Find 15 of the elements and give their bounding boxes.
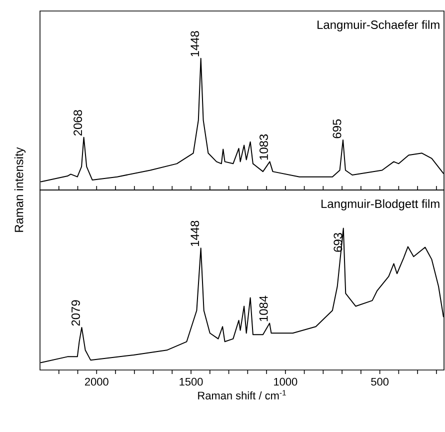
x-tick-label: 500 xyxy=(371,378,389,386)
text: Langmuir-Schaefer film xyxy=(318,20,440,32)
x-tick-label: 2000 xyxy=(84,378,108,386)
x-tick-label: 1000 xyxy=(274,378,298,386)
x-axis-title: Raman shift / cm$^{-1}$ xyxy=(198,390,286,400)
annotation: 1448 xyxy=(190,220,200,246)
annotation: 2079 xyxy=(71,300,80,326)
annotation: 1083 xyxy=(260,134,268,160)
annotation: 1084 xyxy=(259,296,268,322)
y-axis-title: Raman intensity xyxy=(14,147,26,232)
legend-label: Langmuir-Blodgett film xyxy=(322,199,440,210)
annotation: 695 xyxy=(332,119,342,138)
annotation: 1448 xyxy=(190,31,200,56)
annotation: 2068 xyxy=(74,110,82,136)
x-tick-label: 1500 xyxy=(180,378,203,386)
